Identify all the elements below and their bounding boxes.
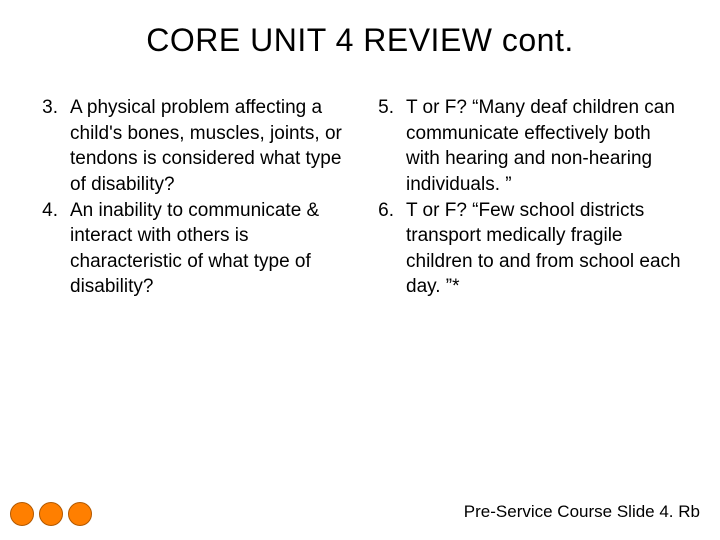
item-number: 5.	[368, 95, 406, 198]
list-item: 6. T or F? “Few school districts transpo…	[368, 198, 688, 301]
item-number: 6.	[368, 198, 406, 301]
list-item: 5. T or F? “Many deaf children can commu…	[368, 95, 688, 198]
circle-icon	[10, 502, 34, 526]
right-column: 5. T or F? “Many deaf children can commu…	[368, 95, 688, 300]
slide-title: CORE UNIT 4 REVIEW cont.	[0, 0, 720, 59]
list-item: 4. An inability to communicate & interac…	[32, 198, 352, 301]
circle-icon	[39, 502, 63, 526]
item-number: 3.	[32, 95, 70, 198]
item-text: T or F? “Many deaf children can communic…	[406, 95, 688, 198]
item-text: An inability to communicate & interact w…	[70, 198, 352, 301]
circle-icon	[68, 502, 92, 526]
content-columns: 3. A physical problem affecting a child'…	[0, 59, 720, 300]
left-column: 3. A physical problem affecting a child'…	[32, 95, 352, 300]
footer-text: Pre-Service Course Slide 4. Rb	[464, 502, 700, 522]
item-text: T or F? “Few school districts transport …	[406, 198, 688, 301]
item-number: 4.	[32, 198, 70, 301]
list-item: 3. A physical problem affecting a child'…	[32, 95, 352, 198]
decorative-dots	[10, 502, 92, 526]
item-text: A physical problem affecting a child's b…	[70, 95, 352, 198]
